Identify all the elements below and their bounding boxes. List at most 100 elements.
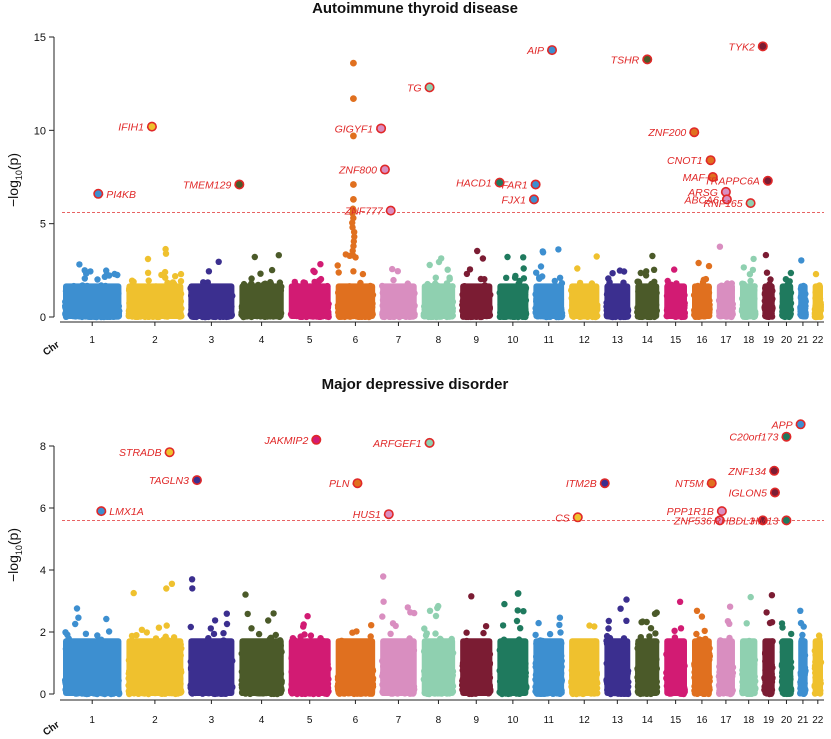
data-point (275, 252, 282, 259)
gene-point (379, 164, 390, 175)
data-point (695, 259, 702, 267)
data-point (162, 250, 170, 257)
y-tick-label: 6 (40, 503, 46, 515)
data-point (798, 257, 805, 264)
data-point (763, 269, 771, 276)
data-point (389, 265, 396, 273)
x-tick-label: 14 (642, 335, 654, 346)
y-tick-label: 2 (40, 627, 46, 639)
data-point-band (604, 283, 631, 319)
data-point (479, 255, 487, 262)
x-tick-label: 15 (670, 335, 682, 346)
data-point (394, 268, 401, 275)
data-point (762, 251, 770, 259)
x-tick-label: 8 (436, 335, 442, 346)
point-cloud (61, 59, 824, 321)
x-tick-label: 13 (612, 335, 624, 346)
data-point (172, 273, 179, 280)
annotated-point-ifih1: IFIH1 (118, 121, 157, 134)
annotated-point-znf200: ZNF200 (647, 127, 700, 139)
data-point (740, 264, 747, 271)
x-tick-label: 6 (353, 335, 359, 346)
data-point (215, 258, 222, 265)
data-point-band (421, 283, 456, 319)
data-point (537, 263, 545, 270)
data-point-band (533, 283, 565, 319)
data-point (335, 269, 342, 276)
x-axis-title: Chr (41, 719, 62, 738)
data-point (144, 255, 152, 263)
data-point (593, 253, 600, 260)
data-point (426, 261, 433, 269)
x-tick-label: 9 (473, 335, 479, 346)
data-point (82, 630, 90, 637)
x-tick-label: 10 (507, 335, 519, 346)
data-point-band (335, 283, 376, 319)
y-tick-label: 0 (40, 312, 46, 324)
gene-point (745, 198, 756, 209)
data-point (466, 266, 474, 273)
x-axis-title: Chr (41, 339, 62, 358)
x-tick-label: 18 (743, 335, 755, 346)
annotated-point-znf777: ZNF777 (344, 205, 396, 218)
annotated-point-tshr: TSHR (611, 54, 653, 66)
data-point (163, 622, 170, 629)
data-point-band (779, 283, 794, 319)
data-point-band (63, 638, 122, 696)
gene-label: ZNF800 (338, 165, 377, 177)
data-point (444, 266, 451, 273)
point-cloud (61, 573, 825, 698)
data-point (334, 262, 341, 269)
data-point (105, 628, 113, 635)
data-point (83, 270, 90, 277)
data-point (155, 624, 163, 631)
annotated-point-pi4kb: PI4KB (93, 189, 136, 201)
gene-point (376, 123, 387, 134)
data-point (539, 248, 546, 255)
data-point (72, 620, 79, 628)
data-point (671, 266, 678, 273)
data-point (73, 605, 81, 612)
gene-label: IFIH1 (118, 122, 144, 134)
data-point-band (691, 283, 712, 319)
data-point (257, 270, 264, 277)
annotated-point-far1: FAR1 (502, 179, 541, 191)
x-tick-label: 7 (396, 335, 402, 346)
gene-label: FAR1 (502, 179, 528, 191)
data-point (551, 277, 558, 285)
gene-point (529, 194, 540, 205)
data-point (317, 261, 324, 268)
data-point-band (63, 283, 122, 319)
data-point (812, 270, 820, 278)
annotated-point-trappc6a: TRAPPC6A (704, 175, 773, 188)
gene-label: AIP (526, 45, 544, 57)
gene-point (146, 121, 157, 132)
gene-point (757, 41, 768, 52)
gene-point (385, 205, 396, 216)
data-point (163, 585, 170, 592)
y-axis-label: −log10(p) (5, 153, 24, 207)
annotated-point-cnot1: CNOT1 (667, 155, 716, 167)
data-point (94, 632, 101, 639)
gene-point (762, 175, 773, 186)
gene-label: ZNF200 (647, 127, 686, 139)
data-point-band (812, 283, 823, 319)
data-point (700, 276, 707, 283)
data-point (503, 274, 510, 281)
y-tick-label: 4 (40, 565, 46, 577)
data-point (787, 269, 795, 277)
data-point (520, 275, 528, 282)
x-tick-label: 17 (720, 335, 732, 346)
data-point (317, 276, 324, 284)
data-point (310, 267, 317, 274)
data-point (177, 278, 185, 285)
data-point (747, 277, 754, 285)
data-point (432, 274, 439, 281)
x-tick-label: 2 (152, 335, 158, 346)
data-point (533, 269, 540, 276)
gene-point (689, 127, 700, 138)
data-point (144, 269, 152, 276)
data-point (390, 276, 397, 284)
annotated-point-tyk2: TYK2 (729, 41, 768, 53)
